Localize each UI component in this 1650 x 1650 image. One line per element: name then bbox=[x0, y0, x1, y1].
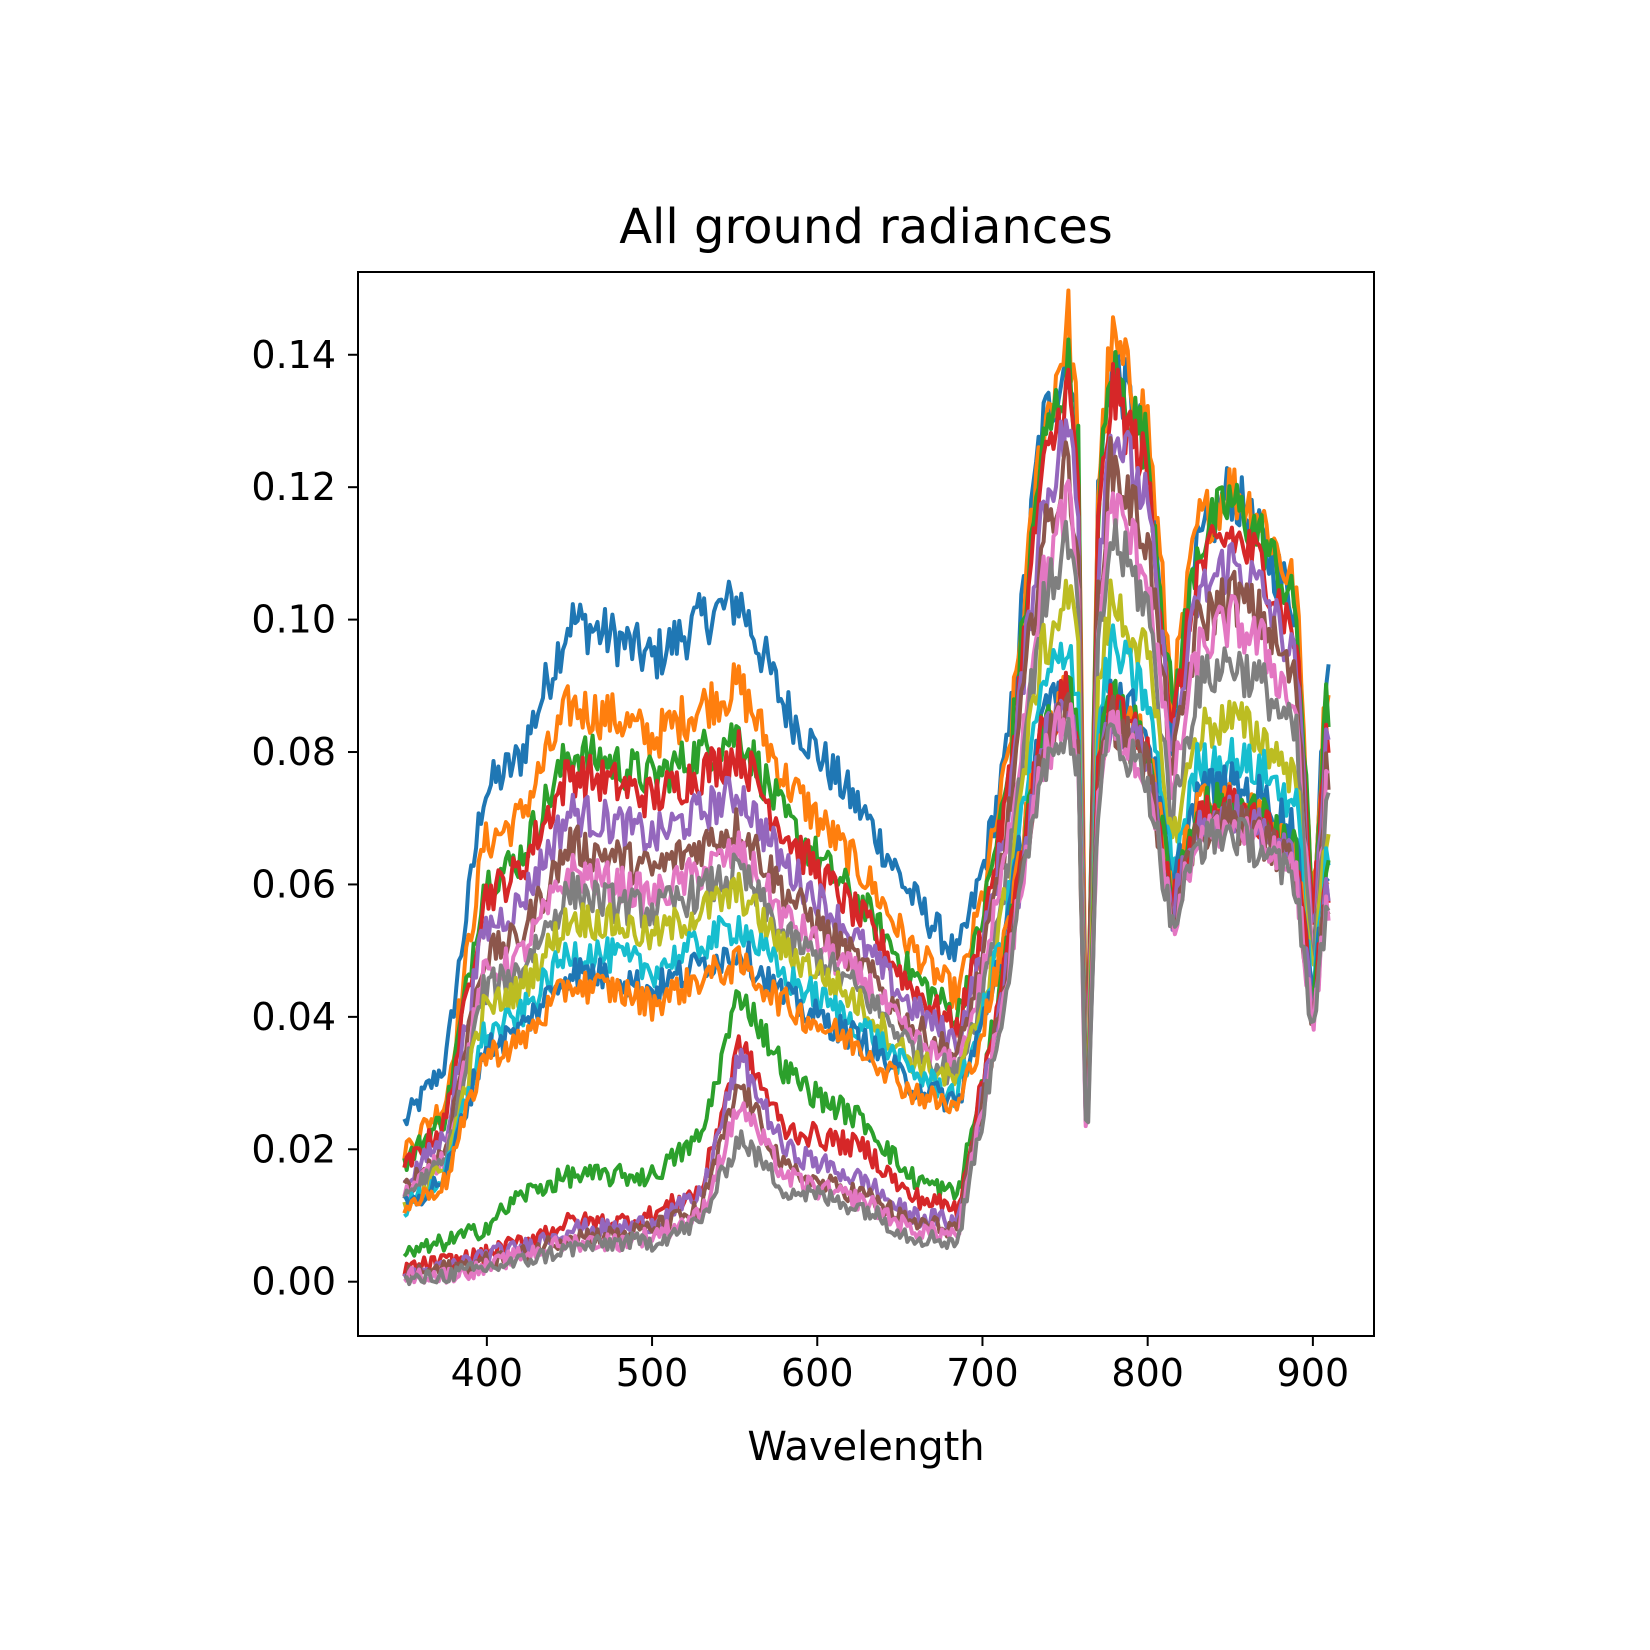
series-line bbox=[402, 436, 1331, 1194]
x-axis: 400 500 600 700 800 900 bbox=[451, 1336, 1350, 1395]
y-tick-label: 0.00 bbox=[251, 1260, 336, 1304]
y-tick-label: 0.14 bbox=[251, 333, 336, 377]
y-tick-label: 0.10 bbox=[251, 598, 336, 642]
x-tick-label: 400 bbox=[451, 1351, 524, 1395]
x-tick-label: 600 bbox=[781, 1351, 854, 1395]
y-tick-label: 0.12 bbox=[251, 465, 336, 509]
chart-title: All ground radiances bbox=[619, 199, 1113, 255]
plot-frame bbox=[357, 271, 1375, 1337]
x-tick-label: 800 bbox=[1111, 1351, 1184, 1395]
series-line bbox=[402, 362, 1331, 1169]
x-tick-label: 900 bbox=[1277, 1351, 1350, 1395]
y-tick-label: 0.06 bbox=[251, 862, 336, 906]
x-tick-label: 500 bbox=[616, 1351, 689, 1395]
y-tick-label: 0.04 bbox=[251, 995, 336, 1039]
series-line bbox=[402, 418, 1331, 1185]
y-axis: 0.00 0.02 0.04 0.06 0.08 0.10 0.12 0.14 bbox=[251, 333, 358, 1304]
series-line bbox=[402, 670, 1331, 1277]
series-line bbox=[402, 518, 1331, 1200]
y-tick-label: 0.02 bbox=[251, 1127, 336, 1171]
x-tick-label: 700 bbox=[946, 1351, 1019, 1395]
x-axis-label: Wavelength bbox=[747, 1424, 984, 1470]
series-line bbox=[402, 698, 1331, 1281]
series-line bbox=[403, 716, 1331, 1287]
series-layer bbox=[402, 288, 1331, 1287]
series-line bbox=[403, 677, 1330, 1211]
y-tick-label: 0.08 bbox=[251, 730, 336, 774]
